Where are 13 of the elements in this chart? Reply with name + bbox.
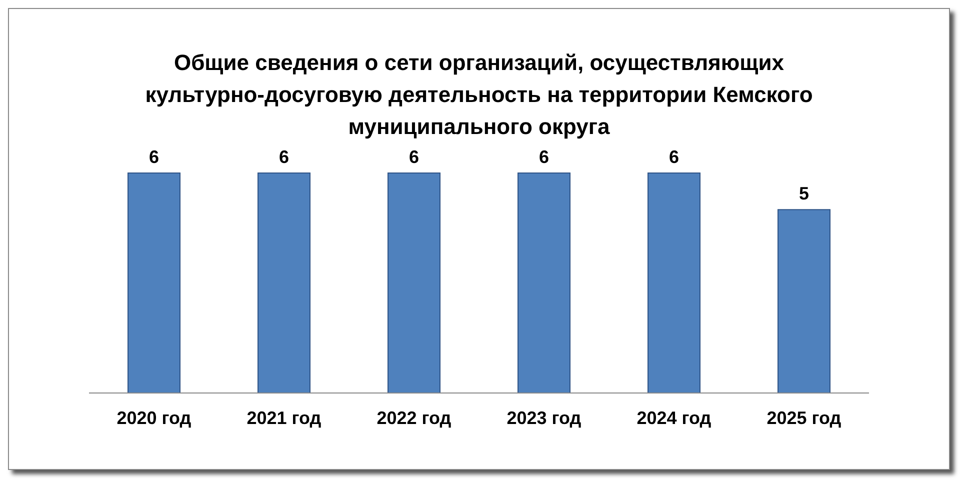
x-tick-label: 2023 год [506, 408, 582, 428]
x-tick-label: 2024 год [636, 408, 712, 428]
data-label: 5 [798, 184, 810, 204]
data-label: 6 [148, 147, 160, 167]
x-tick-label: 2025 год [766, 408, 842, 428]
data-label: 6 [278, 147, 290, 167]
x-tick-label: 2021 год [246, 408, 322, 428]
x-tick-label: 2022 год [376, 408, 452, 428]
data-label: 6 [668, 147, 680, 167]
x-tick-label: 2020 год [116, 408, 192, 428]
data-label: 6 [408, 147, 420, 167]
chart-title: Общие сведения о сети организаций, осуществляющих культурно-досуговую деятельность на территории Кемского муниципального округа [144, 49, 814, 141]
data-label: 6 [538, 147, 550, 167]
